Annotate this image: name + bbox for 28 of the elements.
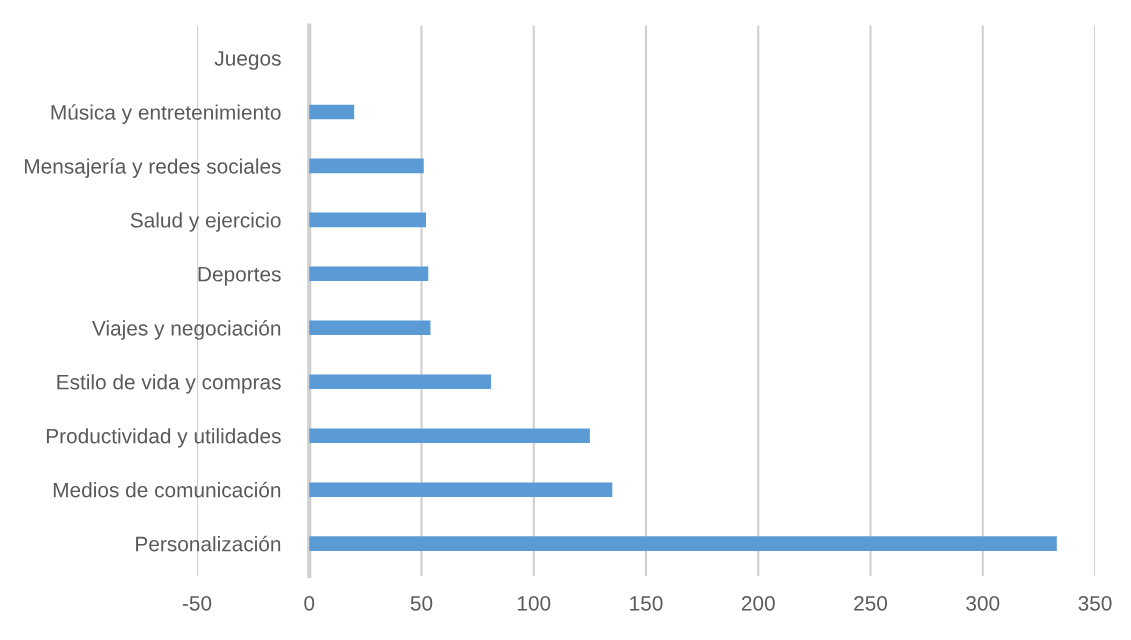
x-tick-label: 100 <box>517 595 551 611</box>
x-tick-label: 250 <box>854 595 888 611</box>
y-tick-label: Medios de comunicación <box>53 481 281 498</box>
y-tick-label: Productividad y utilidades <box>46 428 281 448</box>
bar <box>309 158 424 174</box>
bar <box>309 104 355 120</box>
x-tick-label: 300 <box>966 595 1000 611</box>
x-tick-label: 200 <box>741 595 775 611</box>
x-tick-label: 0 <box>304 595 315 611</box>
x-tick-label: -50 <box>182 595 212 611</box>
x-tick-label: 150 <box>630 595 663 611</box>
y-tick-label: Viajes y negociación <box>92 320 281 340</box>
bar <box>309 374 492 390</box>
y-tick-label: Juegos <box>214 51 281 70</box>
x-tick-label: 350 <box>1078 595 1112 611</box>
bar <box>309 212 426 228</box>
y-tick-label: Música y entretenimiento <box>51 104 281 124</box>
y-tick-label: Personalización <box>136 535 281 552</box>
bar <box>309 320 431 336</box>
y-tick-label: Mensajería y redes sociales <box>24 158 281 178</box>
x-tick-label: 50 <box>410 595 433 611</box>
y-tick-label: Estilo de vida y compras <box>57 374 281 394</box>
bar <box>309 536 1057 551</box>
y-tick-label: Salud y ejercicio <box>130 212 281 232</box>
bar <box>309 266 429 282</box>
bar <box>309 428 590 443</box>
bar <box>309 482 613 497</box>
y-tick-label: Deportes <box>198 267 281 286</box>
